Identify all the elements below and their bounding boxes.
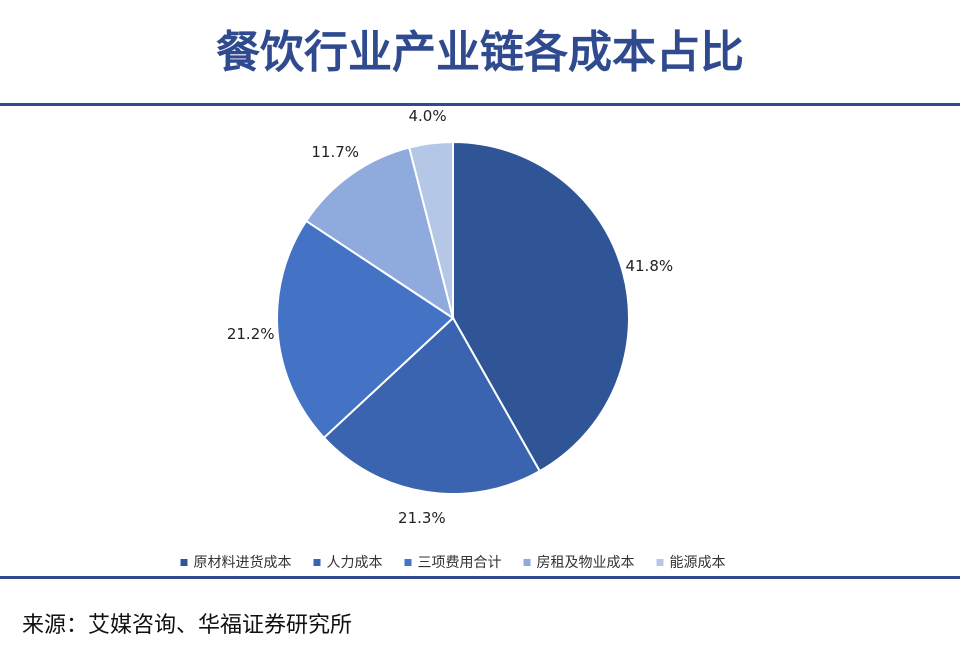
pie-slice [452, 140, 630, 473]
data-label: 21.2% [227, 325, 275, 343]
legend-label: 三项费用合计 [418, 555, 502, 571]
data-label: 41.8% [625, 257, 673, 275]
legend-swatch [313, 559, 321, 566]
pie-slice [304, 146, 455, 321]
legend-label: 房租及物业成本 [537, 555, 635, 571]
legend-label: 能源成本 [670, 555, 726, 571]
pie-slice [322, 316, 542, 495]
legend-swatch [656, 559, 664, 566]
data-label: 21.3% [398, 509, 446, 527]
bottom-rule [0, 576, 960, 579]
data-label: 4.0% [409, 107, 447, 125]
legend-swatch [404, 559, 412, 566]
chart-title: 餐饮行业产业链各成本占比 [216, 27, 744, 78]
top-rule [0, 103, 960, 106]
legend-swatch [523, 559, 531, 566]
legend-swatch [180, 559, 188, 566]
pie-slice [276, 219, 455, 440]
data-label: 11.7% [311, 143, 359, 161]
legend-label: 原材料进货成本 [194, 554, 292, 571]
pie-slice [408, 140, 454, 319]
legend: 原材料进货成本 人力成本 三项费用合计 房租及物业成本 能源成本 [180, 554, 726, 571]
source-note: 来源：艾媒咨询、华福证券研究所 [22, 613, 352, 638]
legend-label: 人力成本 [327, 555, 383, 571]
